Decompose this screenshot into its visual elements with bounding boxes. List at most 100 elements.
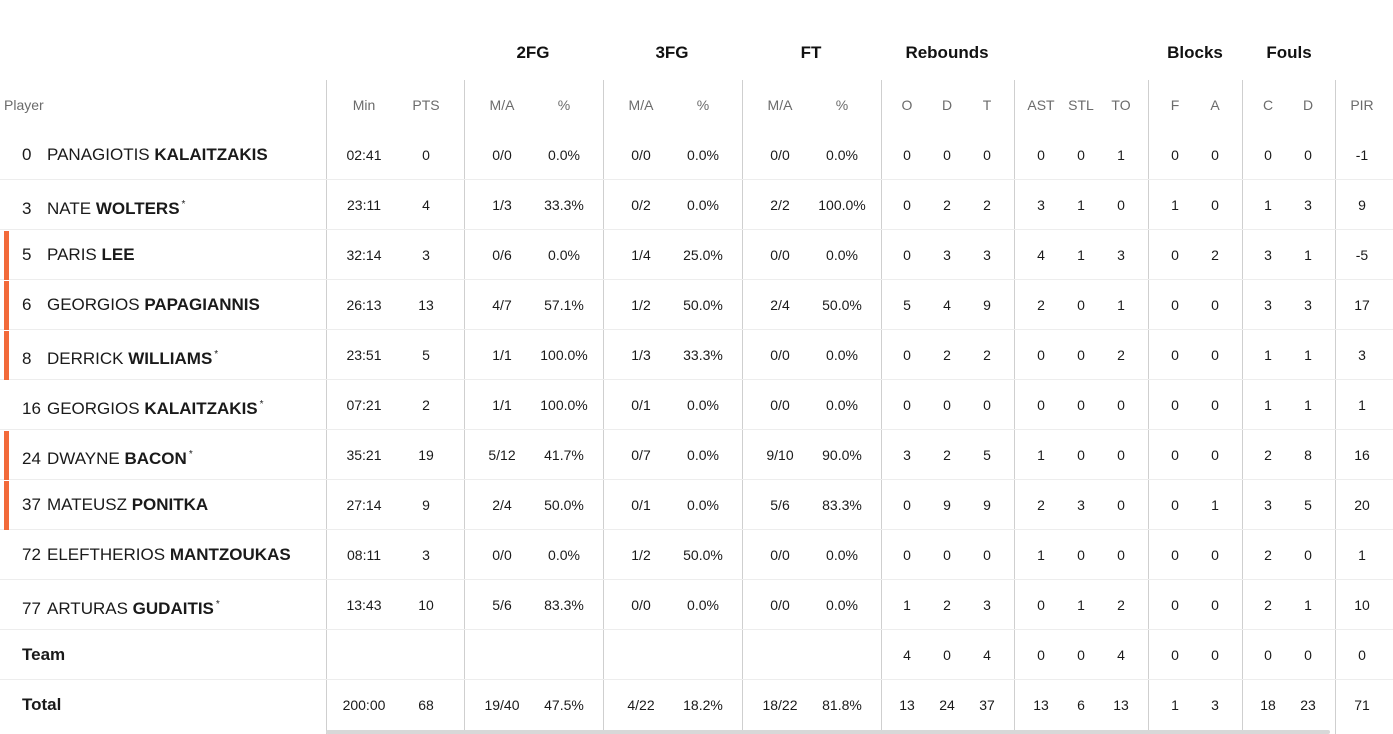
stat-3fg-ma: 1/2 (631, 297, 651, 313)
column-header-2fg-ma[interactable]: M/A (489, 97, 515, 113)
player-name-cell[interactable]: 6 GEORGIOS PAPAGIANNIS (22, 280, 260, 330)
stat-reb-d: 2 (943, 347, 951, 363)
player-last-name: MANTZOUKAS (169, 545, 291, 564)
stat-foul-c: 2 (1264, 447, 1272, 463)
stat-ast: 0 (1037, 347, 1045, 363)
column-header-blk-f[interactable]: F (1170, 97, 1180, 113)
stat-2fg-ma: 0/6 (492, 247, 512, 263)
player-name-cell[interactable]: 8 DERRICK WILLIAMS * (22, 330, 218, 380)
stat-foul-c: 18 (1260, 697, 1276, 713)
stat-3fg-ma: 1/2 (631, 547, 651, 563)
column-header-foul-c[interactable]: C (1262, 97, 1274, 113)
stat-blk-a: 3 (1211, 697, 1219, 713)
stat-2fg-ma: 0/0 (492, 147, 512, 163)
player-number: 6 (22, 295, 32, 314)
stat-min: 200:00 (342, 697, 386, 713)
stat-ft-pct: 0.0% (826, 397, 858, 413)
player-name-cell[interactable]: 77 ARTURAS GUDAITIS * (22, 580, 220, 630)
stat-to: 2 (1117, 347, 1125, 363)
stat-2fg-pct: 100.0% (540, 397, 588, 413)
column-header-blk-a[interactable]: A (1210, 97, 1220, 113)
player-number: 16 (22, 399, 41, 418)
player-name-cell[interactable]: 16 GEORGIOS KALAITZAKIS * (22, 380, 264, 430)
stat-foul-d: 1 (1304, 247, 1312, 263)
column-header-3fg-ma[interactable]: M/A (628, 97, 654, 113)
stat-2fg-ma: 0/0 (492, 547, 512, 563)
player-first-name: PARIS (47, 245, 97, 264)
stat-pts: 2 (422, 397, 430, 413)
stat-blk-f: 0 (1171, 647, 1179, 663)
stat-3fg-ma: 0/7 (631, 447, 651, 463)
stat-reb-d: 0 (943, 147, 951, 163)
table-row[interactable]: 5 PARIS LEE 32:14 3 0/6 0.0% 1/4 25.0% 0/0 0.0% 0 3… (0, 230, 1393, 280)
column-header-reb-o[interactable]: O (901, 97, 913, 113)
stat-reb-t: 0 (983, 397, 991, 413)
stat-reb-o: 0 (903, 347, 911, 363)
column-divider (742, 80, 743, 734)
stat-3fg-ma (613, 630, 669, 680)
stat-3fg-pct: 0.0% (687, 397, 719, 413)
column-header-stl[interactable]: STL (1068, 97, 1094, 113)
table-row[interactable]: 24 DWAYNE BACON * 35:21 19 5/12 41.7% 0/7 0.0% 9/… (0, 430, 1393, 480)
stat-reb-t: 5 (983, 447, 991, 463)
stat-3fg-pct: 33.3% (683, 347, 723, 363)
table-row[interactable]: 8 DERRICK WILLIAMS * 23:51 5 1/1 100.0% 1/3 33.3… (0, 330, 1393, 380)
column-header-to[interactable]: TO (1111, 97, 1131, 113)
column-header-pts[interactable]: PTS (412, 97, 440, 113)
stat-ft-ma: 0/0 (770, 247, 790, 263)
column-header-player[interactable]: Player (4, 97, 44, 113)
column-header-ft-pct[interactable]: % (835, 97, 849, 113)
table-row[interactable]: 72 ELEFTHERIOS MANTZOUKAS 08:11 3 0/0 0.0% 1/2… (0, 530, 1393, 580)
table-row[interactable]: 3 NATE WOLTERS * 23:11 4 1/3 33.3% 0/2 0.0% 2/2 10… (0, 180, 1393, 230)
column-header-ft-ma[interactable]: M/A (767, 97, 793, 113)
column-header-3fg-pct[interactable]: % (696, 97, 710, 113)
stat-reb-t: 2 (983, 347, 991, 363)
column-header-reb-d[interactable]: D (941, 97, 953, 113)
stat-reb-d: 9 (943, 497, 951, 513)
player-name-cell[interactable]: 37 MATEUSZ PONITKA (22, 480, 208, 530)
player-first-name: DWAYNE (47, 449, 120, 468)
player-number: 24 (22, 449, 41, 468)
player-name-cell[interactable]: 72 ELEFTHERIOS MANTZOUKAS (22, 530, 291, 580)
stat-reb-o: 0 (903, 497, 911, 513)
stat-ft-pct: 90.0% (822, 447, 862, 463)
player-name-cell[interactable]: 24 DWAYNE BACON * (22, 430, 193, 480)
stat-pir: -1 (1355, 147, 1369, 163)
stat-min: 32:14 (346, 247, 382, 263)
stat-blk-f: 0 (1171, 347, 1179, 363)
table-row[interactable]: 6 GEORGIOS PAPAGIANNIS 26:13 13 4/7 57.1% 1/2 5… (0, 280, 1393, 330)
stat-ft-ma: 0/0 (770, 597, 790, 613)
stat-2fg-pct: 33.3% (544, 197, 584, 213)
column-header-2fg-pct[interactable]: % (557, 97, 571, 113)
stat-pts: 4 (422, 197, 430, 213)
stat-3fg-pct: 0.0% (687, 447, 719, 463)
stat-reb-o: 0 (903, 247, 911, 263)
column-divider (1242, 80, 1243, 734)
column-header-min[interactable]: Min (352, 97, 376, 113)
stat-2fg-ma: 1/1 (492, 347, 512, 363)
group-header-rebounds: Rebounds (905, 43, 989, 62)
horizontal-scrollbar[interactable] (326, 730, 1330, 734)
on-court-bar (4, 281, 9, 330)
stat-ft-pct: 0.0% (826, 347, 858, 363)
table-row[interactable]: 37 MATEUSZ PONITKA 27:14 9 2/4 50.0% 0/1 0.0% 5/… (0, 480, 1393, 530)
player-name-cell[interactable]: 3 NATE WOLTERS * (22, 180, 185, 230)
stat-ft-pct: 81.8% (822, 697, 862, 713)
table-row[interactable]: 77 ARTURAS GUDAITIS * 13:43 10 5/6 83.3% 0/0 0.0… (0, 580, 1393, 630)
table-row[interactable]: 16 GEORGIOS KALAITZAKIS * 07:21 2 1/1 100.0% 0/… (0, 380, 1393, 430)
stat-ast: 2 (1037, 497, 1045, 513)
column-header-ast[interactable]: AST (1027, 97, 1055, 113)
stat-ft-ma: 2/4 (770, 297, 790, 313)
table-row[interactable]: 0 PANAGIOTIS KALAITZAKIS 02:41 0 0/0 0.0% 0/0 0… (0, 130, 1393, 180)
stat-reb-d: 0 (943, 647, 951, 663)
column-header-pir[interactable]: PIR (1350, 97, 1374, 113)
column-header-reb-t[interactable]: T (982, 97, 992, 113)
player-name-cell[interactable]: 5 PARIS LEE (22, 230, 135, 280)
stat-3fg-pct: 25.0% (683, 247, 723, 263)
stat-3fg-pct: 18.2% (683, 697, 723, 713)
stat-2fg-pct: 83.3% (544, 597, 584, 613)
column-header-foul-d[interactable]: D (1302, 97, 1314, 113)
player-first-name: GEORGIOS (47, 399, 140, 418)
stat-blk-f: 1 (1171, 197, 1179, 213)
player-name-cell[interactable]: 0 PANAGIOTIS KALAITZAKIS (22, 130, 268, 180)
